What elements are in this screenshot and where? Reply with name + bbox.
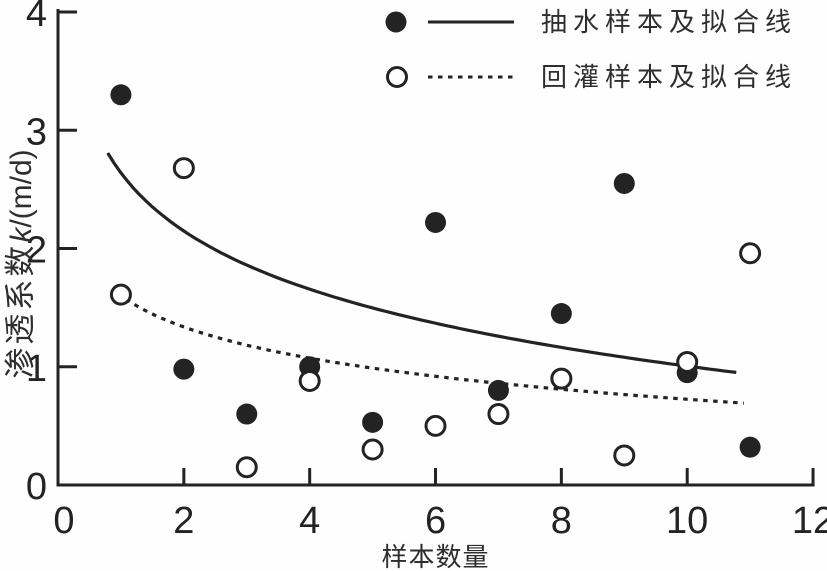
fit-line-pumping [106, 152, 737, 374]
x-tick-label: 8 [551, 500, 572, 542]
data-point-recharge [298, 369, 321, 392]
y-axis-label-unit: /(m/d) [5, 149, 38, 227]
data-point-pumping [613, 172, 635, 194]
y-axis-label-cjk: 渗透系数 [3, 243, 38, 379]
x-tick-label: 6 [425, 500, 446, 542]
x-axis-label: 样本数量 [382, 543, 490, 571]
data-point-recharge [235, 456, 258, 479]
y-tick-label: 3 [26, 111, 47, 153]
y-tick-label: 1 [26, 348, 47, 390]
y-axis-label-symbol: k [5, 226, 38, 243]
data-point-pumping [110, 84, 132, 106]
data-point-pumping [236, 403, 258, 425]
data-point-pumping [550, 303, 572, 325]
data-point-pumping [425, 211, 447, 233]
x-tick-label: 12 [792, 500, 827, 542]
data-point-recharge [487, 403, 510, 426]
x-tick-label: 2 [173, 500, 194, 542]
x-tick-label: 4 [299, 500, 320, 542]
legend-marker-pumping-icon [385, 11, 407, 33]
data-point-recharge [109, 283, 132, 306]
data-point-recharge [424, 414, 447, 437]
data-point-recharge [361, 438, 384, 461]
data-point-recharge [676, 351, 699, 374]
fit-line-recharge [116, 292, 744, 405]
legend-label-pumping: 抽水样本及拟合线 [541, 8, 797, 37]
x-tick-label: 10 [666, 500, 708, 542]
data-point-pumping [487, 379, 509, 401]
legend-marker-recharge-icon [386, 66, 408, 88]
y-axis-label: 渗透系数k/(m/d) [3, 149, 38, 378]
y-tick-label: 0 [26, 466, 47, 508]
data-point-recharge [613, 444, 636, 467]
data-point-recharge [550, 367, 573, 390]
legend-label-recharge: 回灌样本及拟合线 [541, 63, 797, 92]
data-point-recharge [739, 242, 762, 265]
data-point-pumping [739, 436, 761, 458]
data-point-pumping [362, 411, 384, 433]
y-tick-label: 4 [26, 0, 47, 35]
data-point-recharge [172, 157, 195, 180]
y-tick-label: 2 [26, 230, 47, 272]
data-point-pumping [173, 358, 195, 380]
x-tick-label: 0 [53, 500, 74, 542]
